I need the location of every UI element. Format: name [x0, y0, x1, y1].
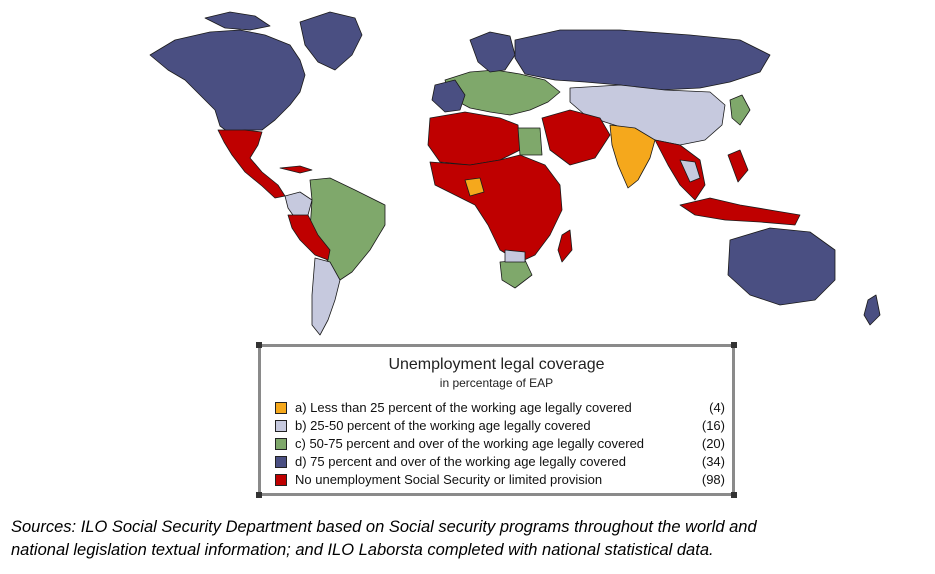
region-nigeria [464, 177, 485, 197]
region-southern-cone [311, 257, 341, 336]
region-greenland [299, 11, 363, 71]
world-map [149, 11, 881, 336]
legend-item-a: a) Less than 25 percent of the working a… [275, 400, 725, 418]
legend-count-none: (98) [701, 472, 725, 487]
legend-item-none: No unemployment Social Security or limit… [275, 472, 725, 490]
region-philippines [727, 149, 749, 183]
region-southeast-asia [654, 139, 706, 201]
legend-corner [731, 342, 737, 348]
legend-count-d: (34) [701, 454, 725, 469]
legend-label-d: d) 75 percent and over of the working ag… [295, 454, 626, 469]
region-western-europe [431, 79, 466, 113]
region-andes [287, 214, 331, 261]
legend-swatch-a [275, 402, 287, 414]
legend-corner [731, 492, 737, 498]
region-mexico-central-america [217, 129, 286, 199]
legend-item-c: c) 50-75 percent and over of the working… [275, 436, 725, 454]
legend-corner [256, 492, 262, 498]
region-middle-east [541, 109, 611, 166]
legend-swatch-c [275, 438, 287, 450]
region-australia [727, 227, 836, 306]
legend-label-c: c) 50-75 percent and over of the working… [295, 436, 645, 451]
legend-swatch-b [275, 420, 287, 432]
legend-swatch-d [275, 456, 287, 468]
region-madagascar [557, 229, 573, 263]
region-colombia [284, 191, 313, 219]
region-russia [514, 29, 771, 91]
legend-item-b: b) 25-50 percent of the working age lega… [275, 418, 725, 436]
region-southern-africa [504, 249, 526, 263]
map-legend: Unemployment legal coverage in percentag… [256, 342, 737, 498]
legend-corner [256, 342, 262, 348]
sources-note: Sources: ILO Social Security Department … [11, 516, 926, 562]
legend-count-c: (20) [701, 436, 725, 451]
region-india [609, 124, 656, 189]
region-arctic-islands [204, 11, 271, 31]
region-scandinavia [469, 31, 516, 73]
region-indonesia [679, 197, 801, 226]
sources-line-2: national legislation textual information… [11, 541, 714, 559]
legend-label-none: No unemployment Social Security or limit… [295, 472, 603, 487]
region-south-africa [499, 259, 533, 289]
region-north-america [149, 29, 306, 133]
region-caribbean [279, 165, 313, 174]
region-north-africa [427, 111, 521, 166]
legend-subtitle: in percentage of EAP [439, 376, 554, 390]
legend-count-a: (4) [709, 400, 725, 415]
region-japan [729, 94, 751, 126]
region-indochina [679, 159, 701, 183]
legend-count-b: (16) [701, 418, 725, 433]
region-egypt [517, 127, 543, 156]
legend-title: Unemployment legal coverage [388, 356, 605, 373]
legend-label-b: b) 25-50 percent of the working age lega… [295, 418, 591, 433]
legend-item-d: d) 75 percent and over of the working ag… [275, 454, 725, 472]
legend-swatch-none [275, 474, 287, 486]
sources-line-1: Sources: ILO Social Security Department … [11, 518, 757, 536]
region-new-zealand [863, 294, 881, 326]
legend-rows: a) Less than 25 percent of the working a… [275, 400, 725, 490]
legend-label-a: a) Less than 25 percent of the working a… [295, 400, 632, 415]
region-sub-saharan-africa [429, 154, 563, 263]
